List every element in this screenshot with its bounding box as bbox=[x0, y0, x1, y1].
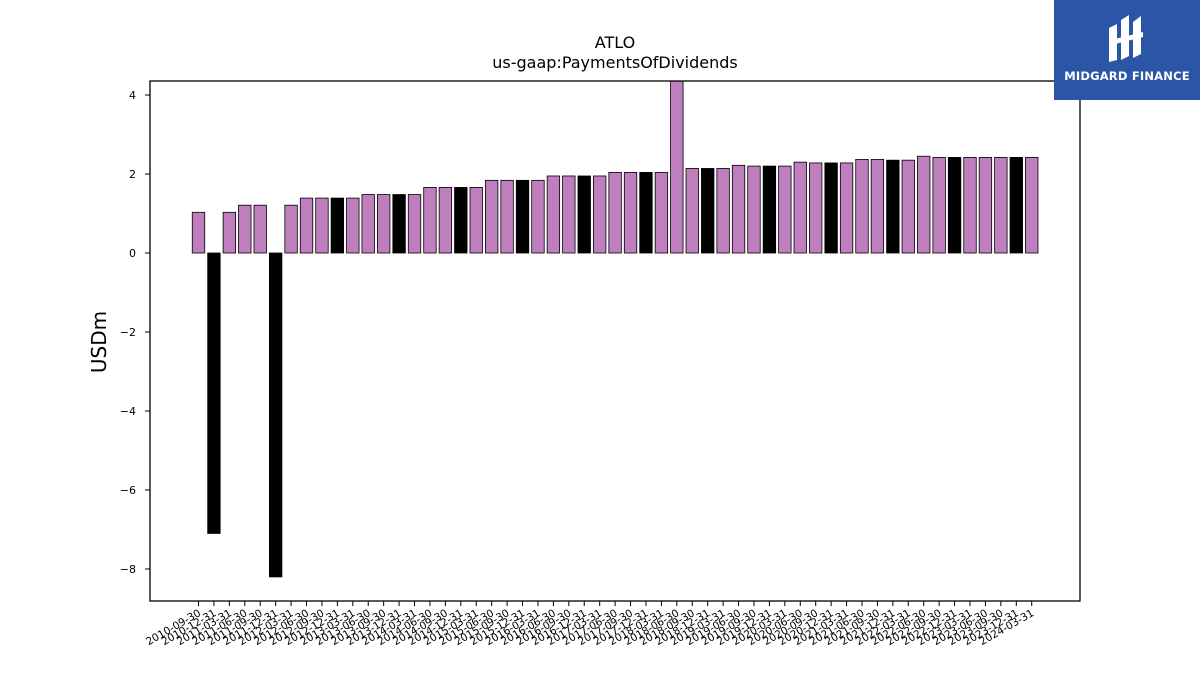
bar-2017-09-30 bbox=[623, 172, 638, 254]
brand-logo: MIDGARD FINANCE bbox=[1054, 0, 1200, 100]
bar-2014-09-30 bbox=[438, 187, 453, 254]
bar-2012-09-30 bbox=[315, 197, 329, 254]
bar-2018-06-30 bbox=[670, 80, 684, 254]
bar-2018-03-31 bbox=[654, 172, 669, 254]
bar-2012-03-31 bbox=[284, 204, 298, 254]
bar-2017-03-31 bbox=[593, 175, 607, 254]
midgard-logo-icon bbox=[1109, 15, 1143, 62]
bar-2019-03-31 bbox=[716, 168, 730, 254]
bar-2018-12-31 bbox=[701, 168, 715, 254]
bar-2014-06-30 bbox=[423, 187, 437, 254]
bar-2013-12-31 bbox=[392, 194, 406, 254]
y-tick-label: −6 bbox=[120, 484, 136, 497]
bar-2012-06-30 bbox=[299, 197, 314, 254]
bar-2011-12-31 bbox=[268, 252, 283, 578]
bar-2011-03-31 bbox=[222, 211, 237, 254]
bar-2019-09-30 bbox=[747, 165, 761, 254]
plot-frame bbox=[149, 80, 1081, 602]
x-axis-ticks: 2010-09-302010-12-312011-03-312011-06-30… bbox=[144, 601, 1036, 648]
y-tick-label: −2 bbox=[120, 326, 136, 339]
y-tick-label: 0 bbox=[129, 247, 136, 260]
bar-2020-12-31 bbox=[824, 162, 838, 254]
bar-2019-06-30 bbox=[731, 164, 746, 254]
bar-2010-12-31 bbox=[207, 252, 221, 534]
bar-2016-12-31 bbox=[577, 175, 591, 254]
bar-2023-12-31 bbox=[1009, 157, 1023, 254]
bar-2013-03-31 bbox=[346, 197, 360, 254]
bar-2012-12-31 bbox=[330, 197, 345, 254]
bar-2022-06-30 bbox=[917, 155, 931, 254]
bar-2015-12-31 bbox=[515, 179, 530, 254]
y-axis-ticks: 4 2 0 −2 −4 −6 −8 bbox=[120, 89, 150, 576]
bar-2017-06-30 bbox=[608, 172, 622, 254]
y-tick-label: −8 bbox=[120, 563, 136, 576]
bar-2023-06-30 bbox=[978, 157, 993, 254]
bar-2014-12-31 bbox=[454, 187, 468, 254]
bar-2015-06-30 bbox=[485, 179, 499, 254]
bar-2022-03-31 bbox=[901, 159, 915, 254]
bar-2016-06-30 bbox=[546, 175, 561, 254]
bar-2016-09-30 bbox=[562, 175, 576, 254]
bar-2020-06-30 bbox=[793, 161, 807, 254]
bar-2024-03-31 bbox=[1025, 157, 1039, 254]
bar-2020-03-31 bbox=[778, 165, 792, 254]
bar-2023-03-31 bbox=[963, 157, 977, 254]
chart-title: ATLO bbox=[595, 33, 635, 52]
bar-2015-09-30 bbox=[500, 179, 514, 254]
y-tick-label: 4 bbox=[129, 89, 136, 102]
bar-2021-12-31 bbox=[886, 159, 900, 254]
bar-2017-12-31 bbox=[639, 172, 653, 254]
bar-2015-03-31 bbox=[469, 187, 483, 254]
y-axis-label: USDm bbox=[87, 311, 111, 373]
bar-2023-09-30 bbox=[994, 157, 1008, 254]
bar-2020-09-30 bbox=[809, 162, 823, 254]
bar-2021-03-31 bbox=[839, 162, 854, 254]
bar-2014-03-31 bbox=[407, 194, 422, 254]
bar-2018-09-30 bbox=[685, 168, 699, 254]
bar-2022-12-31 bbox=[947, 157, 962, 254]
bar-2011-09-30 bbox=[253, 204, 267, 254]
bar-2021-09-30 bbox=[870, 158, 885, 254]
bar-2016-03-31 bbox=[531, 179, 545, 254]
bar-2022-09-30 bbox=[932, 157, 946, 254]
bar-2013-06-30 bbox=[361, 194, 375, 254]
chart-subtitle: us-gaap:PaymentsOfDividends bbox=[492, 53, 737, 72]
bars-group bbox=[191, 80, 1039, 578]
y-tick-label: −4 bbox=[120, 405, 136, 418]
bar-2011-06-30 bbox=[238, 204, 252, 254]
bar-2021-06-30 bbox=[855, 158, 869, 254]
y-tick-label: 2 bbox=[129, 168, 136, 181]
brand-name: MIDGARD FINANCE bbox=[1064, 69, 1190, 83]
bar-2013-09-30 bbox=[377, 194, 391, 254]
bar-2010-09-30 bbox=[191, 211, 206, 254]
bar-2019-12-31 bbox=[762, 165, 777, 254]
